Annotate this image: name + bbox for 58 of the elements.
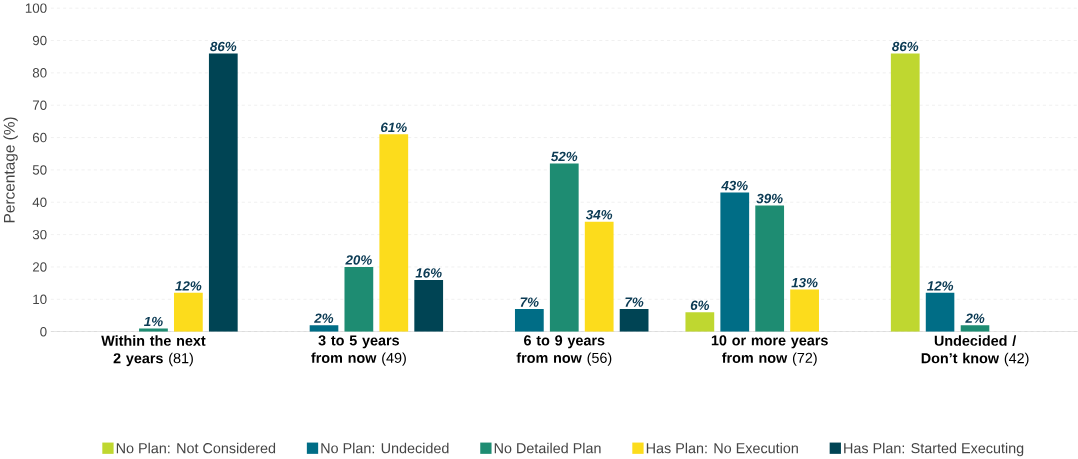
data-label: 12%	[927, 281, 954, 291]
bar	[925, 292, 955, 332]
data-label: 16%	[415, 268, 442, 278]
data-label: 7%	[520, 297, 539, 307]
data-label: 52%	[551, 151, 578, 162]
x-tick-label: 6 to 9 years from now (56)	[516, 335, 612, 366]
y-tick-label: 90	[32, 35, 47, 46]
y-tick-label: 50	[32, 165, 47, 175]
y-tick-label: 30	[32, 229, 47, 240]
bar	[173, 292, 203, 332]
legend-label: Has Plan: Started Executing	[844, 442, 1024, 457]
bar	[790, 289, 819, 332]
bar	[890, 53, 920, 332]
data-label: 13%	[791, 277, 818, 288]
bar	[549, 163, 579, 332]
bar	[584, 221, 614, 332]
y-tick-label: 20	[32, 262, 47, 272]
y-tick-label: 60	[32, 132, 47, 143]
data-label: 1%	[144, 316, 163, 327]
bar	[309, 325, 339, 332]
data-label: 43%	[721, 180, 748, 191]
y-tick-label: 0	[40, 327, 47, 337]
bar	[514, 309, 544, 332]
bar	[755, 205, 785, 332]
data-label: 2%	[314, 313, 334, 324]
legend-label: Has Plan: No Execution	[646, 442, 798, 454]
legend-label: No Plan: Not Considered	[116, 442, 276, 454]
y-tick-label: 80	[32, 68, 47, 78]
bar	[139, 328, 168, 332]
bar	[379, 134, 409, 332]
y-tick-label: 40	[32, 197, 47, 208]
data-label: 86%	[210, 41, 237, 52]
bar	[208, 53, 238, 332]
data-label: 2%	[965, 313, 985, 324]
x-tick-label: 10 or more years from now (72)	[711, 335, 828, 366]
data-label: 61%	[381, 122, 407, 133]
data-label: 20%	[345, 255, 372, 265]
y-tick-label: 10	[33, 294, 47, 305]
data-label: 34%	[585, 210, 613, 220]
y-tick-label: 100	[25, 3, 47, 13]
bar	[720, 192, 750, 332]
y-axis-title: Percentage (%)	[3, 117, 18, 223]
y-tick-label: 70	[32, 100, 47, 111]
bar	[960, 325, 990, 332]
data-label: 12%	[175, 281, 202, 291]
bar	[619, 309, 649, 332]
x-tick-label: Undecided / Don’t know (42)	[921, 335, 1029, 367]
data-label: 6%	[690, 300, 710, 311]
x-tick-label: Within the next 2 years (81)	[101, 335, 206, 367]
bar	[685, 312, 715, 332]
data-label: 39%	[756, 193, 783, 204]
bar	[414, 280, 444, 332]
x-tick-label: 3 to 5 years from now (49)	[311, 335, 406, 366]
bar	[344, 267, 374, 332]
data-label: 7%	[625, 297, 644, 307]
legend-label: No Detailed Plan	[494, 442, 601, 454]
legend-label: No Plan: Undecided	[321, 442, 449, 454]
data-label: 86%	[892, 41, 919, 52]
